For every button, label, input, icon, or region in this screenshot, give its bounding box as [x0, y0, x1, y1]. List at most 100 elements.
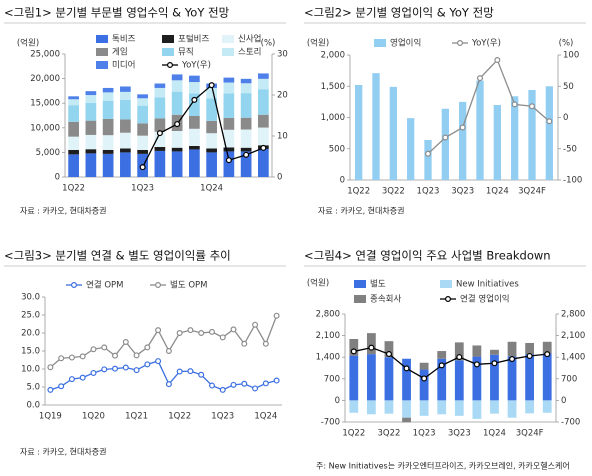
bar-segment [68, 154, 79, 177]
bar-segment [240, 129, 252, 148]
x-tick-label: 1Q22 [342, 429, 365, 439]
legend-label: 종속회사 [370, 295, 401, 305]
line-marker [219, 386, 226, 393]
bar-segment [120, 119, 131, 133]
bar-segment [171, 147, 183, 152]
x-tick-label: 1Q23 [417, 187, 440, 197]
x-tick-label: 1Q20 [82, 412, 105, 422]
line-marker [425, 150, 432, 157]
line-marker [208, 82, 215, 89]
bar-segment [454, 342, 464, 361]
line-marker [273, 312, 280, 319]
y2-tick-label: 100 [563, 51, 579, 61]
line-marker [101, 344, 108, 351]
bar-segment [68, 99, 79, 106]
x-tick-label: 1Q22 [168, 412, 191, 422]
line-marker [176, 330, 183, 337]
line-marker [473, 361, 480, 368]
x-tick-label: 3Q23 [448, 429, 471, 439]
x-tick-label: 1Q24 [483, 429, 506, 439]
bar-segment [189, 82, 200, 94]
bar-segment [154, 87, 166, 98]
x-tick-label: 3Q24F [518, 187, 546, 197]
line-marker [112, 365, 119, 372]
y-tick-label: 0 [335, 396, 340, 406]
series-line [142, 83, 264, 168]
x-tick-label: 1Q24 [200, 184, 223, 194]
bar-segment [120, 86, 131, 92]
source-note: 주: New Initiatives는 카카오엔터프라이즈, 카카오브레인, 카… [316, 461, 570, 471]
legend-label: 톡비즈 [112, 35, 136, 45]
line-marker [144, 344, 151, 351]
legend-label: 영업이익 [390, 38, 421, 49]
bar-segment [85, 91, 97, 96]
legend-swatch [162, 48, 174, 56]
y-tick-label: 0.0 [26, 401, 40, 411]
bar-segment [525, 354, 535, 401]
line-marker [139, 164, 146, 171]
x-tick-label: 1Q23 [211, 412, 234, 422]
line-marker [230, 326, 237, 333]
y2-tick-label: 20 [277, 91, 288, 101]
bar-segment [189, 146, 200, 150]
bar-segment [258, 148, 269, 177]
y2-tick-label: -100 [563, 176, 582, 186]
line-marker [230, 381, 237, 388]
legend-label: 스토리 [238, 48, 261, 58]
y-tick-label: 10.0 [21, 365, 40, 375]
bar-segment [507, 400, 517, 418]
bar-segment [384, 400, 394, 414]
y2-axis-unit: (%) [261, 39, 276, 49]
bar-segment [68, 121, 79, 137]
x-tick-label: 1Q22 [62, 184, 85, 194]
bar-segment [85, 149, 97, 154]
bar-segment [240, 93, 252, 118]
bar-segment [490, 349, 499, 355]
x-tick-label: 3Q22 [377, 429, 400, 439]
bar-segment [189, 149, 200, 177]
legend-swatch [96, 61, 108, 69]
bar-segment [366, 354, 376, 401]
y-tick-label: 15,000 [30, 99, 60, 109]
y-tick-label: 5,000 [36, 148, 60, 158]
bar-segment [223, 151, 235, 177]
line-marker [528, 103, 535, 110]
y-tick-label: 2,000 [321, 51, 345, 61]
bar-segment [120, 152, 131, 177]
legend-label: 연결 OPM [86, 280, 124, 291]
legend-swatch [354, 295, 366, 303]
line-marker [155, 327, 162, 334]
bar-segment [419, 362, 429, 370]
bar-segment [355, 85, 363, 180]
bar-segment [389, 86, 397, 180]
bar-segment [424, 140, 432, 180]
bar-segment [542, 353, 552, 401]
bar-segment [120, 99, 131, 120]
y-tick-label: 20.0 [21, 329, 40, 339]
bar-segment [223, 117, 235, 130]
bar-segment [349, 355, 359, 401]
legend-swatch [374, 39, 386, 47]
bar-segment [258, 73, 269, 79]
bar-segment [137, 105, 148, 124]
chart-title: <그림3> 분기별 연결 & 별도 영업이익률 추이 [4, 249, 231, 263]
bar-segment [472, 345, 482, 357]
y-tick-label: 1,000 [321, 113, 345, 123]
bar-segment [171, 130, 183, 148]
line-marker [459, 124, 466, 131]
bar-segment [189, 115, 200, 129]
bar-segment [402, 400, 411, 418]
x-tick-label: 3Q22 [382, 187, 405, 197]
line-marker [101, 366, 108, 373]
bar-segment [102, 92, 114, 101]
legend-swatch [354, 280, 366, 288]
line-marker [273, 377, 280, 384]
bar-segment [137, 123, 148, 136]
line-marker [47, 364, 54, 371]
bar-segment [366, 333, 376, 355]
line-marker [252, 385, 259, 392]
bar-segment [258, 78, 269, 90]
legend-swatch [222, 35, 234, 43]
legend-label: YoY(우) [471, 39, 501, 49]
y-tick-label: 25,000 [30, 50, 60, 60]
